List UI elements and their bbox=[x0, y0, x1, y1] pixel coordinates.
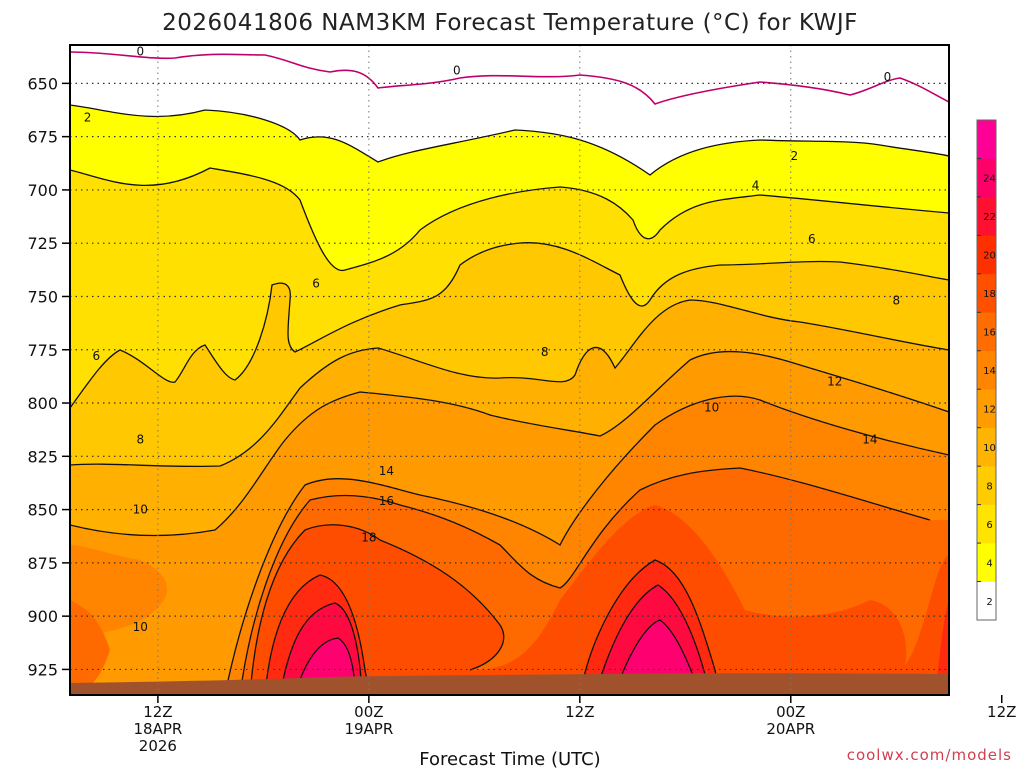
y-tick-label: 725 bbox=[27, 234, 58, 253]
contour-label: 8 bbox=[541, 345, 549, 359]
contour-label: 18 bbox=[361, 530, 376, 544]
colorbar-frame bbox=[976, 119, 997, 621]
contour-line-6 bbox=[70, 242, 949, 409]
x-tick-label: 12Z bbox=[987, 703, 1016, 721]
colorbar-segment bbox=[977, 312, 996, 352]
ground-terrain bbox=[70, 673, 949, 695]
contour-label: 6 bbox=[93, 349, 101, 363]
contour-line-18 bbox=[264, 559, 721, 695]
contour-label: 10 bbox=[704, 400, 719, 414]
x-tick-label: 20APR bbox=[766, 720, 815, 738]
colorbar-label: 8 bbox=[986, 481, 992, 492]
contour-label: 16 bbox=[379, 494, 394, 508]
colorbar-label: 14 bbox=[983, 366, 996, 377]
colorbar-label: 4 bbox=[986, 558, 992, 569]
colorbar-label: 6 bbox=[986, 520, 992, 531]
colorbar-label: 16 bbox=[983, 328, 996, 339]
band-16-to-18 bbox=[250, 505, 949, 695]
contour-labels: 000224666888101010121414141618 bbox=[84, 44, 900, 634]
contour-label: 0 bbox=[453, 64, 461, 78]
contour-label: 4 bbox=[752, 179, 760, 193]
colorbar-label: 2 bbox=[986, 597, 992, 608]
y-axis: 650 675 700 725 750 775 800 825 850 875 900 925 bbox=[27, 74, 70, 679]
contour-label: 8 bbox=[892, 294, 900, 308]
colorbar-segment bbox=[977, 504, 996, 544]
contour-label: 10 bbox=[133, 503, 148, 517]
contour-label: 6 bbox=[312, 277, 320, 291]
y-tick-label: 900 bbox=[27, 607, 58, 626]
y-tick-label: 875 bbox=[27, 554, 58, 573]
colorbar-segment bbox=[977, 120, 996, 159]
contour-line-20 bbox=[279, 584, 711, 695]
x-axis-label: Forecast Time (UTC) bbox=[419, 749, 600, 768]
plot-area: 000224666888101010121414141618 bbox=[70, 44, 949, 695]
colorbar-segment bbox=[977, 543, 996, 582]
y-tick-label: 850 bbox=[27, 501, 58, 520]
contour-line-16 bbox=[249, 524, 505, 695]
colorbar-segment bbox=[977, 158, 996, 198]
contour-line-8 bbox=[70, 299, 949, 468]
credit-text: coolwx.com/models bbox=[847, 746, 1012, 764]
x-tick-label: 18APR bbox=[133, 720, 182, 738]
plot-frame bbox=[69, 44, 950, 696]
contour-label: 0 bbox=[136, 44, 144, 58]
colorbar-label: 22 bbox=[983, 212, 996, 223]
contour-line-2 bbox=[70, 104, 949, 176]
contour-line-22 bbox=[294, 619, 701, 695]
colorbar-segment bbox=[977, 235, 996, 275]
x-tick-label: 2026 bbox=[139, 737, 177, 755]
x-tick-label: 00Z bbox=[354, 703, 383, 721]
colorbar-label: 20 bbox=[983, 251, 996, 262]
colorbar-segment bbox=[977, 389, 996, 428]
y-tick-label: 675 bbox=[27, 128, 58, 147]
contour-label: 2 bbox=[790, 149, 798, 163]
colorbar-segment bbox=[977, 466, 996, 505]
x-tick-label: 19APR bbox=[344, 720, 393, 738]
colorbar-segment bbox=[977, 273, 996, 313]
colorbar-label: 12 bbox=[983, 404, 996, 415]
x-tick-label: 12Z bbox=[565, 703, 594, 721]
y-tick-label: 925 bbox=[27, 660, 58, 679]
contour-line-4 bbox=[70, 167, 949, 271]
contour-label: 6 bbox=[808, 232, 816, 246]
contour-line-0 bbox=[70, 51, 949, 105]
colorbar-label: 24 bbox=[983, 174, 996, 185]
colorbar-segment bbox=[977, 581, 996, 621]
y-tick-label: 800 bbox=[27, 394, 58, 413]
y-tick-label: 750 bbox=[27, 287, 58, 306]
colorbar-segment bbox=[977, 427, 996, 467]
contour-line-12 bbox=[224, 395, 949, 695]
contour-label: 2 bbox=[84, 110, 92, 124]
contour-line-14 bbox=[239, 467, 931, 695]
contour-line-10 bbox=[70, 350, 949, 537]
band-18-to-20 bbox=[265, 560, 949, 695]
y-tick-label: 775 bbox=[27, 341, 58, 360]
contour-label: 14 bbox=[379, 464, 394, 478]
chart-title: 2026041806 NAM3KM Forecast Temperature (… bbox=[162, 10, 858, 36]
x-tick-label: 00Z bbox=[776, 703, 805, 721]
y-tick-label: 825 bbox=[27, 447, 58, 466]
contour-label: 14 bbox=[862, 432, 877, 446]
colorbar-segment bbox=[977, 350, 996, 390]
contour-label: 8 bbox=[136, 432, 144, 446]
contour-label: 12 bbox=[827, 375, 842, 389]
colorbar-segment bbox=[977, 196, 996, 236]
colorbar-label: 10 bbox=[983, 443, 996, 454]
y-tick-label: 700 bbox=[27, 181, 58, 200]
x-tick-label: 12Z bbox=[143, 703, 172, 721]
contour-lines bbox=[70, 51, 949, 695]
contour-label: 0 bbox=[884, 70, 892, 84]
colorbar-label: 18 bbox=[983, 289, 996, 300]
gridlines bbox=[70, 45, 949, 695]
contour-label: 10 bbox=[133, 620, 148, 634]
y-tick-label: 650 bbox=[27, 74, 58, 93]
